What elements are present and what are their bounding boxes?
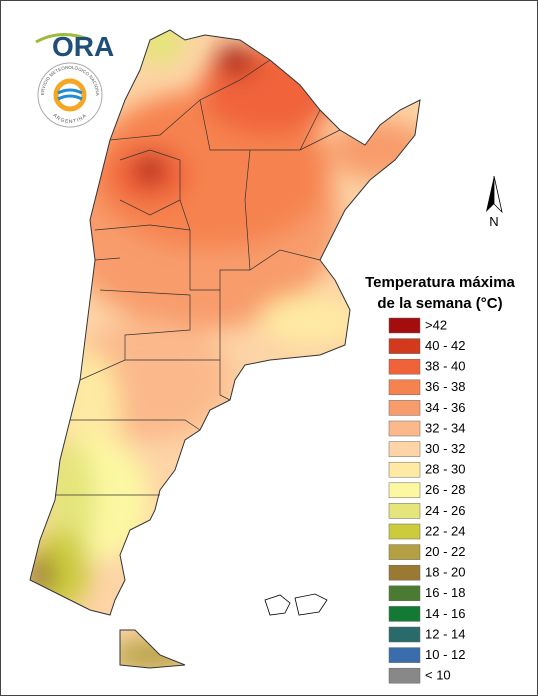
north-label: N xyxy=(489,214,498,229)
north-arrow: N xyxy=(486,175,503,229)
legend-swatch xyxy=(388,503,421,519)
legend-label: < 10 xyxy=(425,668,451,683)
legend-swatch xyxy=(388,667,421,684)
logo-text: ORA xyxy=(52,31,114,62)
legend-label: 30 - 32 xyxy=(425,441,465,456)
legend-title: de la semana (°C) xyxy=(377,295,502,312)
legend-swatch xyxy=(388,544,421,560)
legend-swatch xyxy=(388,441,421,457)
legend-label: 28 - 30 xyxy=(425,462,465,477)
legend-label: 16 - 18 xyxy=(425,585,465,600)
legend-label: 14 - 16 xyxy=(425,606,465,621)
legend-label: 36 - 38 xyxy=(425,379,465,394)
legend-label: 24 - 26 xyxy=(425,503,465,518)
legend-label: 10 - 12 xyxy=(425,647,465,662)
legend-swatch xyxy=(388,338,421,354)
legend-label: 34 - 36 xyxy=(425,400,465,415)
legend-label: 32 - 34 xyxy=(425,420,465,435)
legend-label: 22 - 24 xyxy=(425,523,465,538)
legend-swatch xyxy=(388,400,421,416)
legend: Temperatura máxima de la semana (°C) >42 40… xyxy=(365,274,516,684)
legend-swatch xyxy=(388,317,421,334)
legend-title: Temperatura máxima xyxy=(365,274,515,291)
legend-swatch xyxy=(388,482,421,499)
legend-label: 26 - 28 xyxy=(425,482,465,497)
legend-swatch xyxy=(388,461,421,478)
legend-label: >42 xyxy=(425,317,447,332)
province-borders xyxy=(29,29,421,669)
malvinas xyxy=(264,593,328,616)
legend-label: 18 - 20 xyxy=(425,565,465,580)
legend-swatch xyxy=(388,647,421,663)
legend-label: 38 - 40 xyxy=(425,359,465,374)
legend-swatch xyxy=(388,606,421,622)
legend-swatch xyxy=(388,585,421,602)
legend-swatch xyxy=(388,420,421,437)
legend-label: 20 - 22 xyxy=(425,544,465,559)
legend-label: 40 - 42 xyxy=(425,338,465,353)
legend-label: 12 - 14 xyxy=(425,626,465,641)
legend-swatch xyxy=(388,358,421,375)
legend-swatch xyxy=(388,379,421,396)
legend-swatch xyxy=(388,626,421,643)
legend-swatch xyxy=(388,564,421,581)
legend-swatch xyxy=(388,523,421,540)
